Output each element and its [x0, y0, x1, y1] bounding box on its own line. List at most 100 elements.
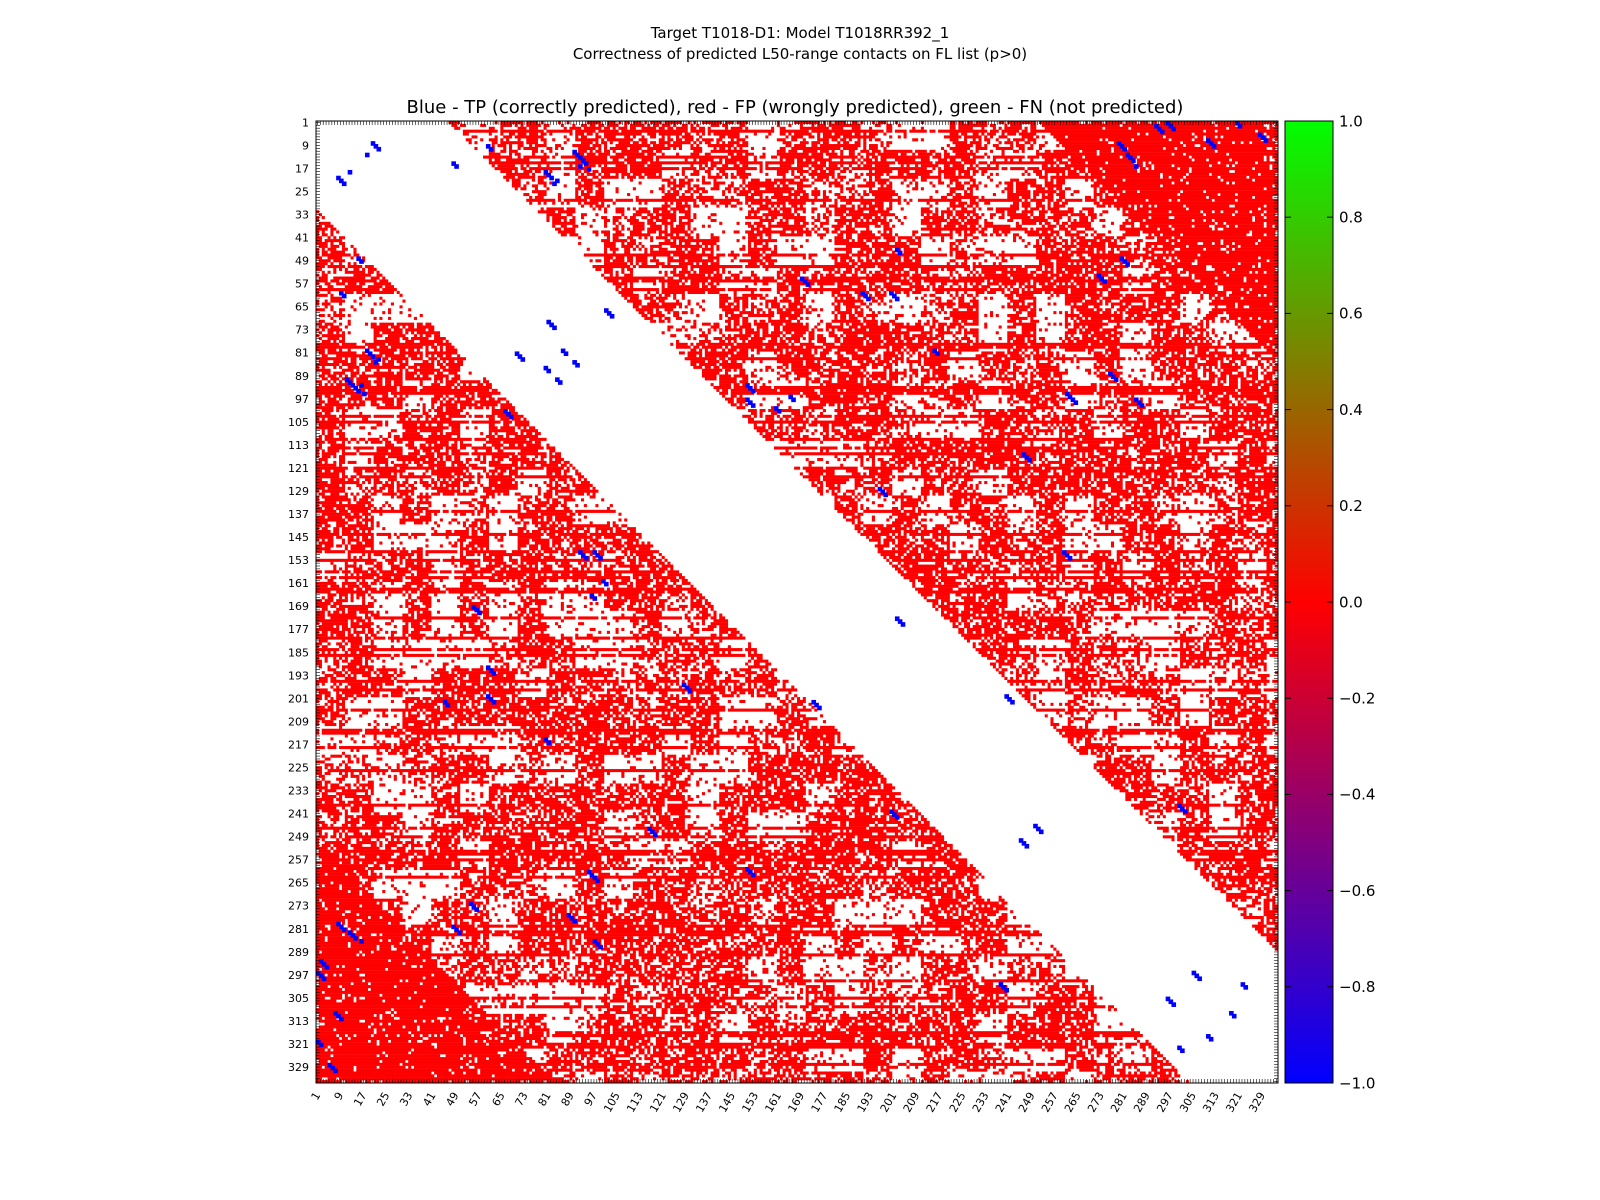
fp-cell-run — [1177, 328, 1181, 332]
fp-cell-run — [739, 325, 752, 329]
fp-cell-run — [399, 411, 412, 415]
fp-cell-run — [339, 374, 343, 378]
fp-cell-run — [978, 207, 982, 211]
fp-cell-run — [771, 411, 778, 415]
fp-cell-run — [684, 213, 691, 217]
fp-cell-run — [1108, 244, 1129, 248]
fp-cell-run — [840, 322, 844, 326]
fp-cell-run — [592, 265, 631, 269]
fp-cell-run — [892, 328, 901, 332]
fp-cell-run — [794, 311, 803, 315]
fp-cell-run — [388, 368, 392, 372]
fp-cell-run — [981, 213, 985, 217]
fp-cell-run — [1044, 267, 1048, 271]
fp-cell-run — [1191, 388, 1201, 392]
fp-cell-run — [822, 190, 826, 194]
fp-cell-run — [1266, 221, 1279, 225]
fp-cell-run — [742, 339, 746, 343]
fp-cell-run — [1125, 429, 1138, 433]
fp-cell-run — [932, 285, 936, 289]
fp-cell-run — [860, 308, 864, 312]
fp-cell-run — [776, 371, 780, 375]
fp-cell-run — [1252, 288, 1279, 292]
fp-cell-run — [399, 362, 409, 367]
fp-cell-run — [330, 233, 334, 237]
fp-cell-run — [1053, 241, 1063, 246]
fp-cell-run — [975, 354, 988, 358]
fp-cell-run — [779, 339, 786, 343]
fp-cell-run — [756, 311, 760, 315]
fp-cell-run — [722, 230, 726, 234]
fp-cell-run — [1208, 195, 1253, 199]
fp-cell-run — [1246, 403, 1259, 407]
fp-cell-run — [540, 207, 544, 211]
fp-cell-run — [820, 204, 826, 208]
fp-cell-run — [958, 241, 962, 246]
fp-cell-run — [1188, 207, 1259, 211]
fp-cell-run — [661, 265, 688, 269]
fp-cell-run — [874, 270, 881, 274]
fp-cell-run — [1182, 432, 1187, 436]
fp-cell-run — [906, 164, 910, 168]
fp-cell-run — [788, 123, 792, 127]
fp-cell-run — [1151, 282, 1161, 286]
fp-cell-run — [840, 204, 847, 208]
fp-cell-run — [1108, 345, 1117, 349]
fp-cell-run — [468, 371, 472, 375]
fp-cell-run — [799, 123, 803, 127]
fp-cell-run — [915, 184, 919, 188]
fp-cell-run — [586, 152, 596, 156]
fp-cell-run — [353, 250, 357, 254]
fp-cell-run — [500, 121, 524, 125]
fp-cell-run — [1010, 426, 1019, 430]
fp-cell-run — [1188, 403, 1195, 407]
fp-cell-run — [359, 357, 380, 361]
fp-cell-run — [883, 342, 930, 346]
fp-cell-run — [874, 178, 890, 182]
fp-cell-run — [583, 181, 605, 185]
fp-cell-run — [506, 178, 510, 182]
fp-cell-run — [733, 230, 740, 234]
fp-cell-run — [871, 339, 884, 343]
fp-cell-run — [869, 270, 873, 274]
fp-cell-run — [736, 302, 740, 306]
fp-cell-run — [347, 365, 360, 369]
fp-cell-run — [1254, 167, 1270, 171]
fp-cell-run — [794, 377, 801, 381]
fp-cell-run — [791, 169, 795, 174]
fp-cell-run — [650, 141, 657, 145]
fp-cell-run — [353, 299, 357, 303]
fp-cell-run — [742, 236, 746, 240]
fp-cell-run — [739, 394, 743, 398]
fp-cell-run — [1145, 164, 1152, 168]
fp-cell-run — [874, 239, 878, 243]
fp-cell-run — [1018, 371, 1028, 375]
fp-cell-run — [356, 380, 371, 384]
fp-cell-run — [1171, 351, 1175, 355]
fp-cell-run — [1099, 282, 1123, 286]
fp-cell-run — [543, 123, 550, 127]
fp-cell-run — [981, 443, 985, 447]
fp-cell-run — [987, 164, 991, 168]
fp-cell-run — [609, 155, 625, 159]
fp-cell-run — [1044, 181, 1054, 185]
fp-cell-run — [336, 331, 340, 335]
fp-cell-run — [992, 155, 1025, 159]
fp-cell-run — [1249, 423, 1259, 427]
fp-cell-run — [727, 146, 731, 150]
fp-cell-run — [811, 193, 821, 197]
fp-cell-run — [961, 420, 979, 424]
fp-cell-run — [316, 265, 325, 269]
fp-cell-run — [915, 164, 919, 168]
fp-cell-run — [1056, 172, 1060, 176]
fp-cell-run — [915, 434, 922, 439]
fp-cell-run — [1090, 121, 1103, 125]
fp-cell-run — [1220, 365, 1241, 369]
fp-cell-run — [621, 241, 625, 246]
fp-cell-run — [650, 121, 662, 125]
fp-cell-run — [730, 195, 734, 199]
fp-cell-run — [745, 152, 754, 156]
fp-cell-run — [1013, 138, 1025, 142]
fp-cell-run — [1010, 158, 1014, 162]
fp-cell-run — [724, 158, 749, 162]
